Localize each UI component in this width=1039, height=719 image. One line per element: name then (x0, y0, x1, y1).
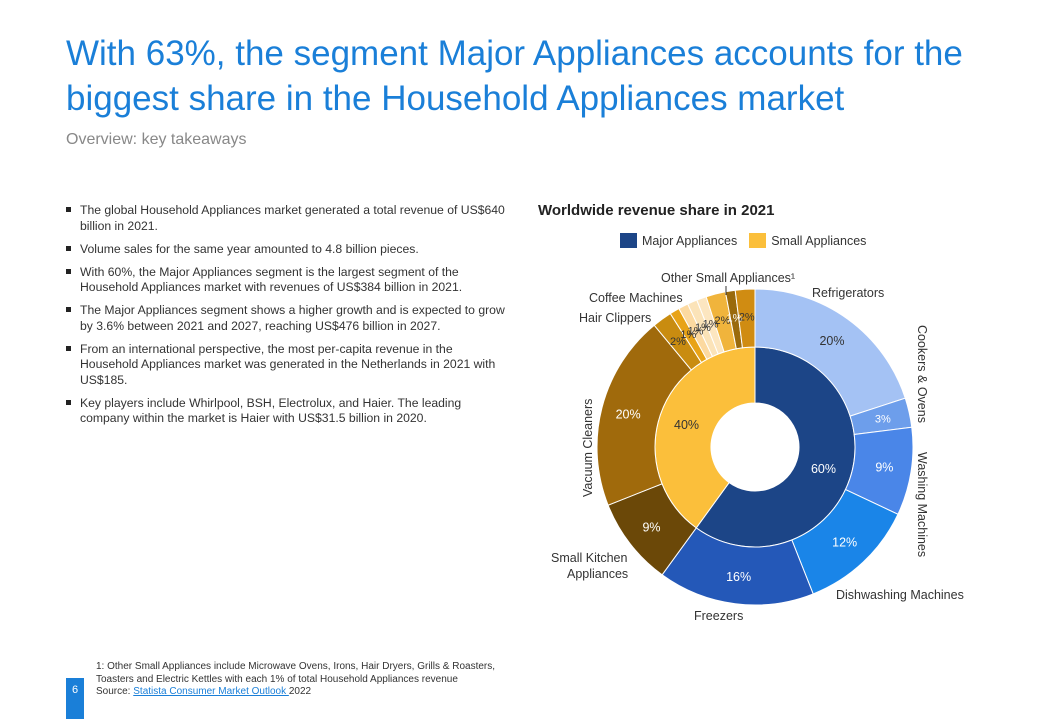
legend-item-small: Small Appliances (749, 233, 866, 248)
takeaway-item: Volume sales for the same year amounted … (66, 242, 506, 258)
category-label-small-kitchen-line2: Appliances (567, 567, 628, 581)
outer-ring (596, 288, 914, 606)
takeaway-item: The Major Appliances segment shows a hig… (66, 303, 506, 334)
takeaway-item: From an international perspective, the m… (66, 342, 506, 389)
legend-label-major: Major Appliances (642, 233, 738, 248)
slice-labels: 60%40%20%3%9%12%16%9%20%2%1%1%1%1%2%1%2% (616, 311, 894, 584)
footnote: 1: Other Small Appliances include Microw… (96, 661, 536, 699)
category-label-washing-machines: Washing Machines (915, 452, 929, 557)
category-label-small-kitchen-line1: Small Kitchen (551, 551, 627, 565)
outer-label-vacuum-cleaners: 20% (616, 407, 641, 421)
inner-label-major-appliances: 60% (811, 462, 836, 476)
category-label-dishwashing-machines: Dishwashing Machines (836, 588, 964, 602)
outer-label-other-small-appliances: 2% (714, 315, 730, 327)
outer-label-other-3: 1% (703, 319, 719, 331)
legend-item-major: Major Appliances (620, 233, 737, 248)
outer-slice-other-5 (734, 288, 756, 349)
source-link[interactable]: Statista Consumer Market Outlook (133, 686, 289, 697)
page-subtitle: Overview: key takeaways (66, 131, 247, 148)
source-year: 2022 (288, 686, 312, 697)
category-label-other-small: Other Small Appliances¹ (661, 271, 795, 285)
outer-label-cookers-ovens: 3% (875, 413, 891, 425)
legend-label-small: Small Appliances (771, 233, 867, 248)
category-label-refrigerators: Refrigerators (812, 286, 884, 300)
category-label-vacuum-cleaners: Vacuum Cleaners (581, 399, 595, 497)
category-label-hair-clippers: Hair Clippers (579, 311, 651, 325)
page-title: With 63%, the segment Major Appliances a… (66, 34, 963, 118)
outer-label-dishwashing-machines: 12% (832, 535, 857, 549)
source-prefix: Source: (96, 686, 134, 697)
chart-legend: Major Appliances Small Appliances (620, 233, 878, 248)
takeaway-item: Key players include Whirlpool, BSH, Elec… (66, 396, 506, 427)
outer-label-other-1: 1% (680, 329, 696, 341)
category-label-coffee-machines: Coffee Machines (589, 291, 683, 305)
legend-swatch-small (749, 233, 767, 248)
outer-label-other-2: 1% (688, 325, 704, 337)
takeaway-item: With 60%, the Major Appliances segment i… (66, 265, 506, 296)
page-number: 6 (66, 678, 84, 719)
outer-label-other-5: 2% (739, 311, 755, 323)
takeaway-item: The global Household Appliances market g… (66, 203, 506, 234)
category-label-cookers-ovens: Cookers & Ovens (915, 325, 929, 423)
chart-title: Worldwide revenue share in 2021 (538, 202, 775, 219)
key-takeaways-list: The global Household Appliances market g… (66, 203, 506, 434)
category-label-freezers: Freezers (694, 609, 743, 623)
outer-label-coffee-machines: 1% (695, 322, 711, 334)
source-line: Source: Statista Consumer Market Outlook… (96, 686, 536, 699)
inner-ring (654, 346, 856, 548)
outer-label-washing-machines: 9% (875, 460, 893, 474)
footnote-line-1: 1: Other Small Appliances include Microw… (96, 661, 496, 672)
outer-label-small-kitchen-appliances: 9% (642, 520, 660, 534)
outer-label-refrigerators: 20% (819, 334, 844, 348)
legend-swatch-major (620, 233, 637, 248)
outer-label-other-4: 1% (727, 313, 743, 325)
inner-label-small-appliances: 40% (674, 418, 699, 432)
outer-label-hair-clippers: 2% (670, 336, 686, 348)
category-labels: Refrigerators Cookers & Ovens Washing Ma… (551, 271, 964, 623)
outer-label-freezers: 16% (726, 570, 751, 584)
footnote-line-2: Toasters and Electric Kettles with each … (96, 673, 458, 685)
